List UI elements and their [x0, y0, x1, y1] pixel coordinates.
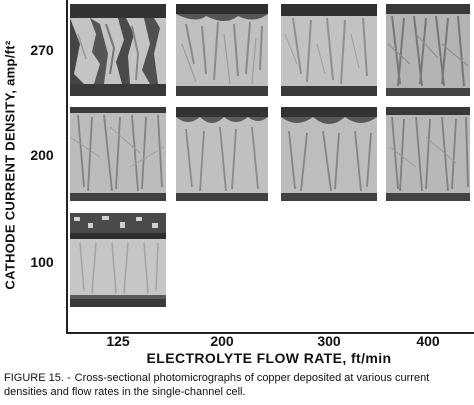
micrograph-270-200: [176, 4, 268, 96]
micrograph-100-125: [70, 213, 166, 307]
micrograph-200-125: [70, 107, 166, 201]
micrograph-200-400: [386, 107, 470, 201]
col-label-400: 400: [416, 333, 440, 349]
y-axis-label: CATHODE CURRENT DENSITY, amp/ft²: [2, 40, 18, 290]
row-label-100: 100: [30, 254, 54, 270]
row-label-270: 270: [30, 42, 54, 58]
col-label-125: 125: [106, 333, 130, 349]
col-label-200: 200: [210, 333, 234, 349]
micrograph-270-125: [70, 4, 166, 96]
micrograph-270-300: [281, 4, 377, 96]
caption-number: FIGURE 15. -: [4, 372, 71, 384]
micrograph-270-400: [386, 4, 470, 96]
figure-caption: FIGURE 15. - Cross-sectional photomicrogr…: [4, 371, 470, 399]
micrograph-200-200: [176, 107, 268, 201]
x-axis-label: ELECTROLYTE FLOW RATE, ft/min: [146, 350, 392, 366]
col-label-300: 300: [317, 333, 341, 349]
row-label-200: 200: [30, 147, 54, 163]
micrograph-200-300: [281, 107, 377, 201]
caption-text: Cross-sectional photomicrographs of copp…: [4, 372, 430, 398]
